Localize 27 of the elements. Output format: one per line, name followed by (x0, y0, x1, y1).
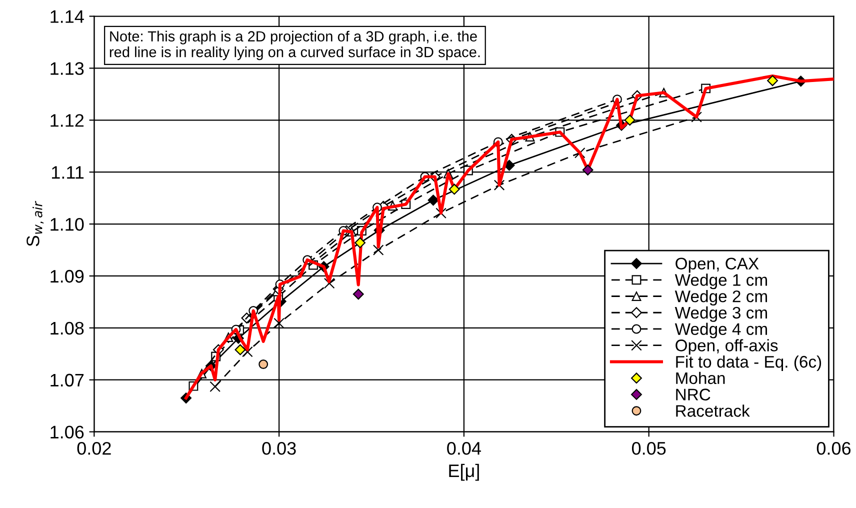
x-tick-label: 0.05 (632, 442, 666, 455)
legend-label: Wedge 2 cm (674, 290, 767, 306)
legend-label: Mohan (676, 372, 725, 384)
y-tick-label: 1.06 (50, 426, 84, 439)
legend-label: Fit to data - Eq. (6c) (676, 355, 822, 372)
y-tick-label: 1.10 (50, 218, 84, 231)
x-tick-label: 0.04 (447, 442, 481, 455)
legend-label: NRC (676, 388, 710, 400)
y-tick-label: 1.08 (50, 322, 84, 335)
y-tick-label: 1.12 (50, 114, 84, 127)
x-tick-label: 0.06 (816, 442, 851, 455)
legend-label: Wedge 1 cm (674, 274, 767, 290)
y-tick-label: 1.13 (50, 62, 84, 75)
y-tick-label: 1.11 (52, 166, 84, 179)
x-tick-label: 0.03 (262, 442, 296, 455)
legend-label: Wedge 4 cm (674, 322, 767, 338)
legend-label: Open, off-axis (676, 339, 778, 355)
legend-label: Open, CAX (676, 258, 759, 273)
legend-label: Wedge 3 cm (674, 306, 767, 322)
y-tick-label: 1.09 (50, 270, 84, 283)
x-axis-title: E[μ] (449, 464, 479, 481)
y-axis-title: S$_{w,air}$ (26, 200, 44, 246)
y-tick-label: 1.14 (50, 10, 84, 23)
x-tick-label: 0.02 (77, 442, 111, 455)
y-tick-label: 1.07 (50, 374, 84, 387)
legend-label: Racetrack (676, 404, 750, 417)
annotation: Note: This graph is a 2D projection of a 3D graph, i.e. the red line is in reality lying on a curved surface in 3D space. (110, 30, 480, 60)
